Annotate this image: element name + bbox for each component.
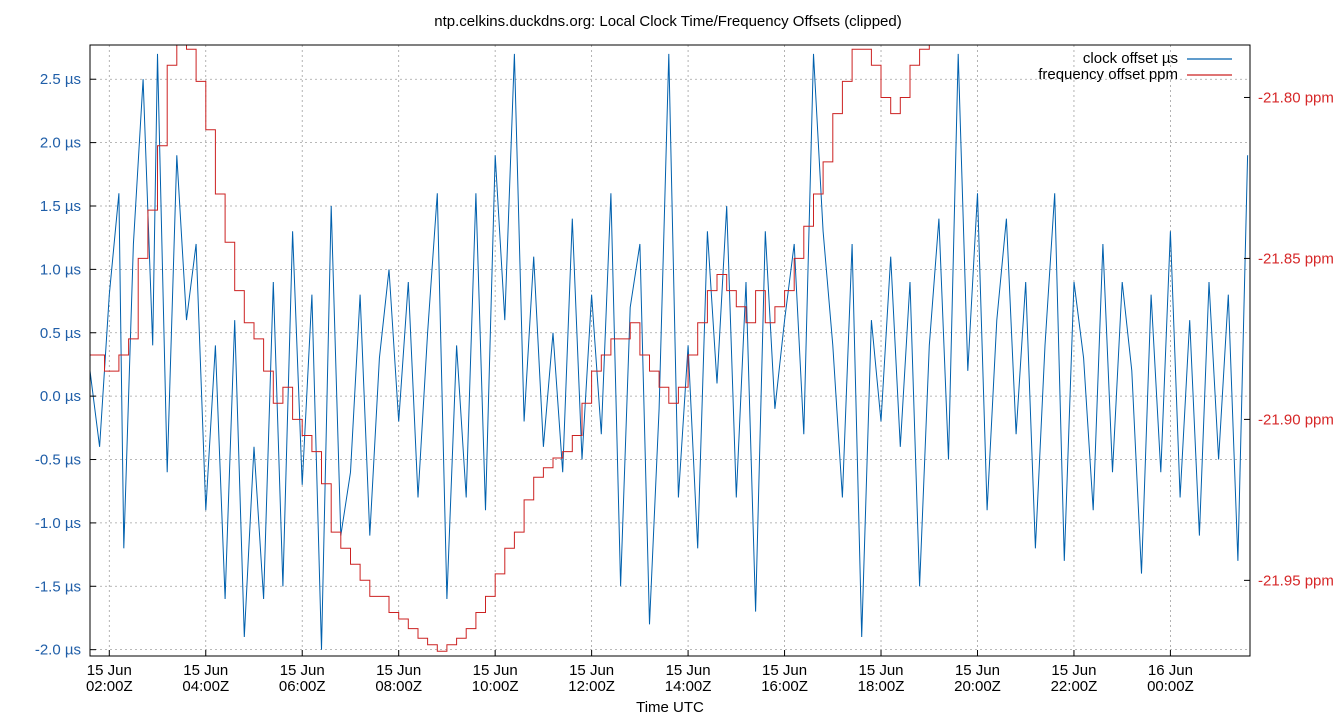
plot-frame [89, 44, 1251, 657]
x-tick-label-date: 15 Jun [473, 662, 518, 679]
x-tick-label-time: 02:00Z [86, 678, 133, 695]
x-tick-label-date: 15 Jun [376, 662, 421, 679]
y-left-tick-label: 0.0 µs [40, 388, 81, 405]
chart-title: ntp.celkins.duckdns.org: Local Clock Tim… [434, 13, 901, 30]
y-right-tick-label: -21.85 ppm [1258, 250, 1334, 267]
x-tick-label-time: 06:00Z [279, 678, 326, 695]
x-tick-label-time: 10:00Z [472, 678, 519, 695]
y-left-tick-label: -1.0 µs [35, 515, 81, 532]
y-left-tick-label: 1.5 µs [40, 198, 81, 215]
y-left-tick-label: 0.5 µs [40, 325, 81, 342]
legend-label-frequency-offset: frequency offset ppm [1038, 66, 1178, 83]
x-tick-label-date: 16 Jun [1148, 662, 1193, 679]
x-tick-label-date: 15 Jun [955, 662, 1000, 679]
ticks-layer: 2.5 µs 2.0 µs 1.5 µs 1.0 µs 0.5 µs 0.0 µs -0.5… [35, 71, 1334, 695]
y-left-tick-label: 2.5 µs [40, 71, 81, 88]
x-tick-label-time: 12:00Z [568, 678, 615, 695]
x-tick-label-date: 15 Jun [858, 662, 903, 679]
x-tick-label-date: 15 Jun [1051, 662, 1096, 679]
y-left-tick-label: -0.5 µs [35, 452, 81, 469]
legend-label-clock-offset: clock offset µs [1083, 50, 1178, 67]
y-left-tick-label: -1.5 µs [35, 578, 81, 595]
x-tick-label-time: 20:00Z [954, 678, 1001, 695]
y-right-tick-label: -21.95 ppm [1258, 572, 1334, 589]
x-tick-label-time: 16:00Z [761, 678, 808, 695]
x-tick-label-time: 14:00Z [665, 678, 712, 695]
y-right-tick-label: -21.80 ppm [1258, 89, 1334, 106]
x-tick-label-date: 15 Jun [280, 662, 325, 679]
series-layer [90, 45, 1249, 652]
y-left-tick-label: -2.0 µs [35, 642, 81, 659]
x-tick-label-date: 15 Jun [666, 662, 711, 679]
legend: clock offset µs frequency offset ppm [1038, 50, 1232, 83]
x-tick-label-date: 15 Jun [87, 662, 132, 679]
x-tick-label-time: 04:00Z [182, 678, 229, 695]
x-tick-label-date: 15 Jun [762, 662, 807, 679]
series-line-frequency-offset [90, 45, 930, 652]
x-tick-label-time: 18:00Z [858, 678, 905, 695]
x-tick-label-time: 00:00Z [1147, 678, 1194, 695]
x-tick-label-time: 08:00Z [375, 678, 422, 695]
x-tick-label-date: 15 Jun [183, 662, 228, 679]
y-right-tick-label: -21.90 ppm [1258, 411, 1334, 428]
y-left-tick-label: 1.0 µs [40, 261, 81, 278]
y-left-tick-label: 2.0 µs [40, 135, 81, 152]
x-axis-label: Time UTC [636, 699, 704, 716]
x-tick-label-date: 15 Jun [569, 662, 614, 679]
series-line-clock-offset [90, 53, 1249, 650]
x-tick-label-time: 22:00Z [1051, 678, 1098, 695]
